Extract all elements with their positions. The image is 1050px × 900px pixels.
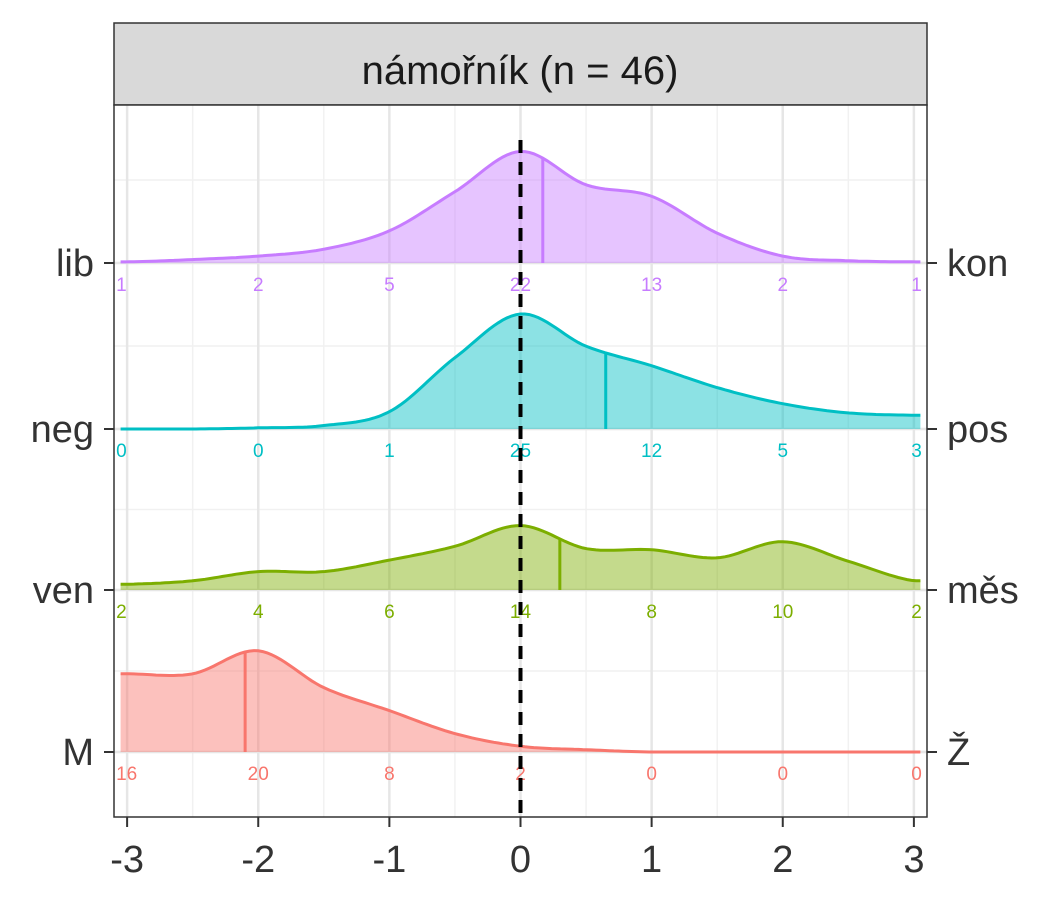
count-label: 2: [116, 602, 127, 623]
count-label: 8: [384, 764, 395, 785]
count-label: 10: [772, 602, 793, 623]
count-label: 1: [911, 275, 922, 296]
count-label: 16: [116, 764, 137, 785]
y-label-left: neg: [31, 409, 94, 451]
y-label-right: měs: [947, 570, 1019, 612]
x-tick-label: -1: [372, 839, 406, 881]
count-label: 1: [116, 275, 127, 296]
y-label-left: lib: [56, 243, 94, 285]
chart-title: námořník (n = 46): [362, 49, 679, 93]
count-label: 1: [384, 441, 395, 462]
count-label: 13: [641, 275, 662, 296]
count-label: 20: [248, 764, 269, 785]
count-label: 0: [777, 764, 788, 785]
x-tick-label: 0: [510, 839, 531, 881]
count-label: 8: [646, 602, 657, 623]
x-tick-label: 3: [903, 839, 924, 881]
x-tick-label: -3: [110, 839, 144, 881]
y-label-left: M: [62, 732, 94, 774]
count-label: 5: [777, 441, 788, 462]
x-tick-label: -2: [241, 839, 275, 881]
x-tick-label: 2: [772, 839, 793, 881]
y-label-left: ven: [33, 570, 94, 612]
count-label: 4: [253, 602, 264, 623]
strip-background: [113, 22, 928, 106]
y-label-right: pos: [947, 409, 1008, 451]
count-label: 5: [384, 275, 395, 296]
y-label-right: kon: [947, 243, 1008, 285]
count-label: 0: [116, 441, 127, 462]
x-tick-label: 1: [641, 839, 662, 881]
count-label: 3: [911, 441, 922, 462]
count-label: 0: [646, 764, 657, 785]
count-label: 22: [510, 275, 531, 296]
count-label: 2: [253, 275, 264, 296]
density-area: [120, 650, 921, 752]
count-label: 2: [777, 275, 788, 296]
count-label: 0: [911, 764, 922, 785]
density-line: [120, 312, 921, 431]
count-label: 0: [253, 441, 264, 462]
strip-header: námořník (n = 46): [113, 22, 928, 106]
density-area: [120, 525, 921, 590]
y-label-right: Ž: [947, 731, 970, 774]
count-label: 2: [515, 764, 526, 785]
count-label: 6: [384, 602, 395, 623]
count-label: 12: [641, 441, 662, 462]
count-label: 2: [911, 602, 922, 623]
